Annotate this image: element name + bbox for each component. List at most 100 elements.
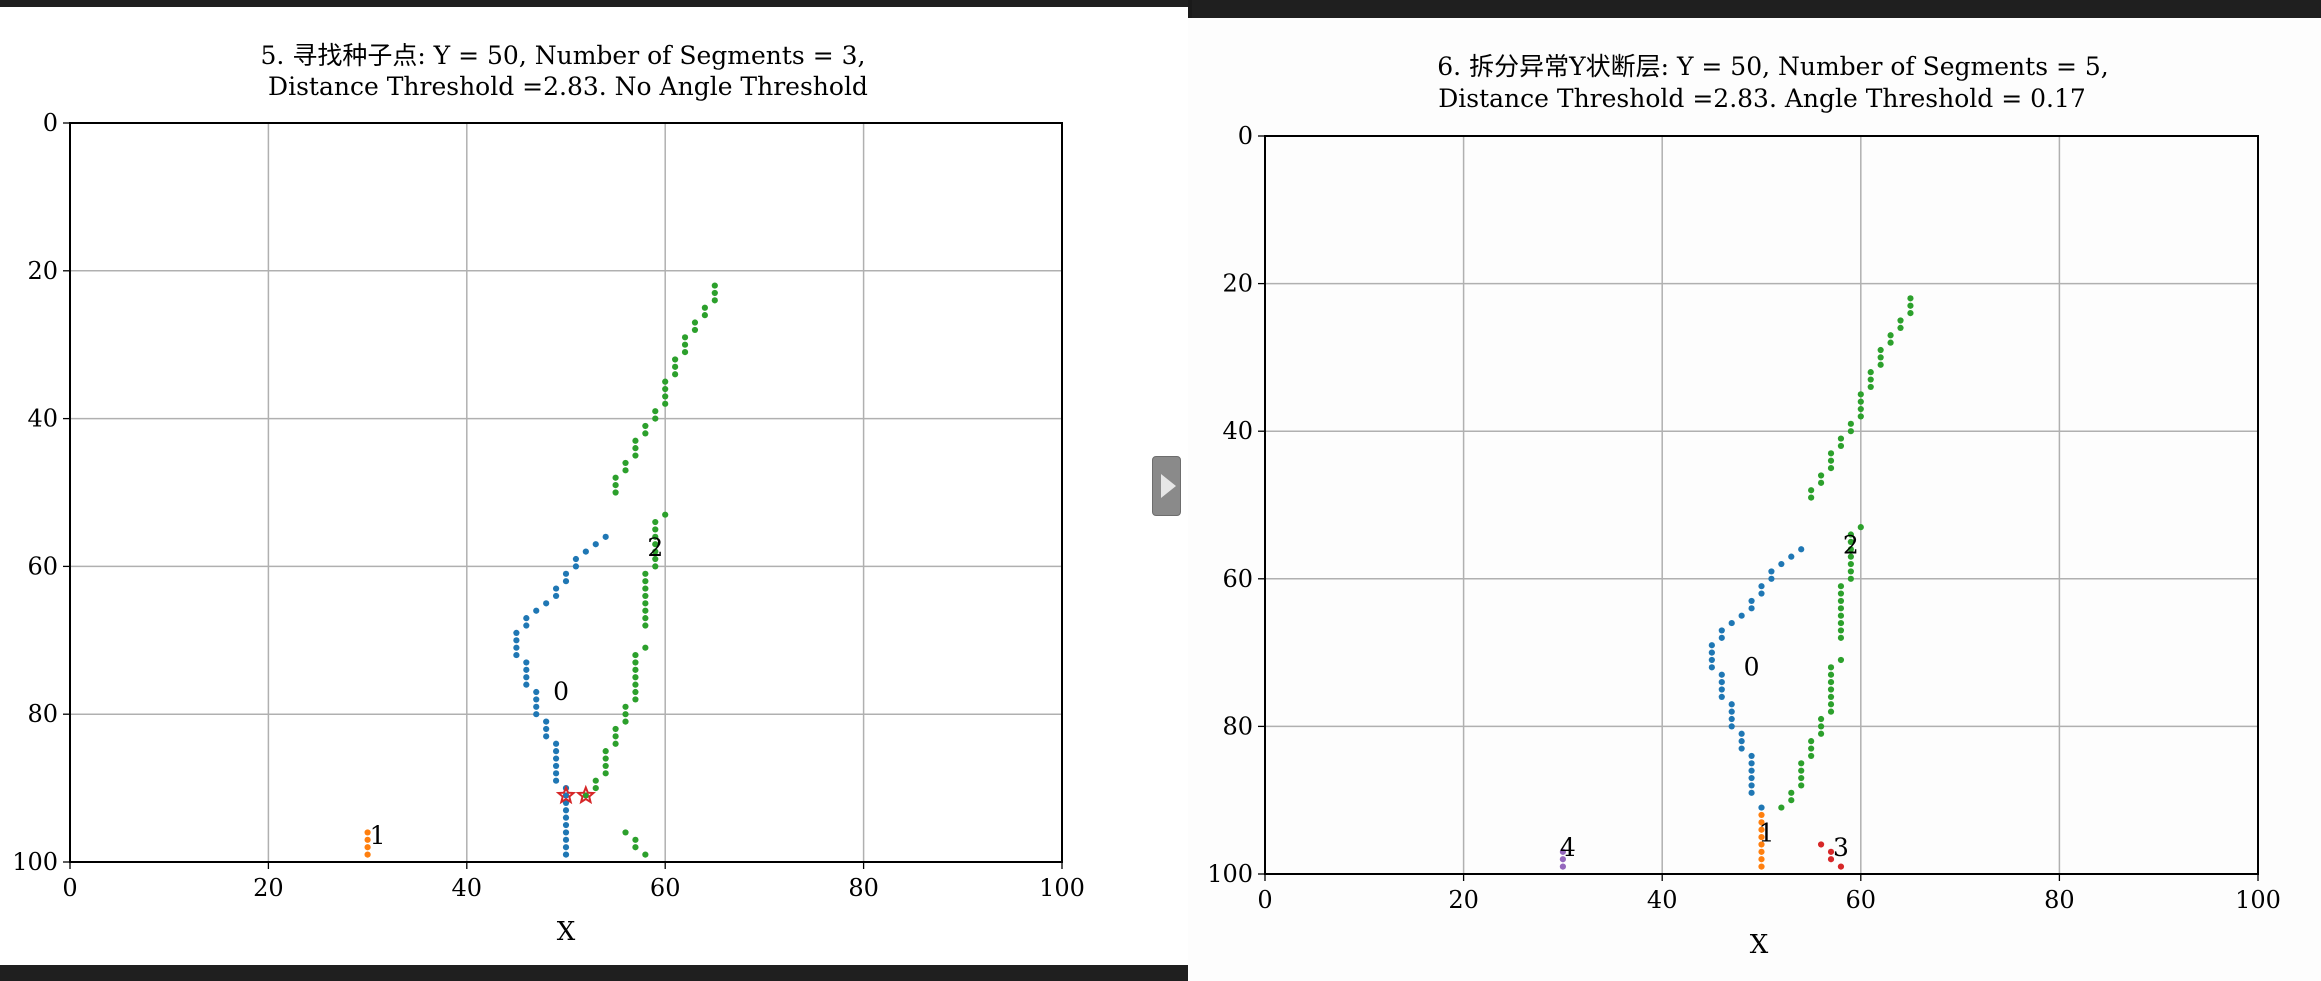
- point-seg2: [642, 607, 649, 614]
- point-seg4: [1559, 856, 1566, 863]
- point-seg0: [592, 541, 599, 548]
- point-seg2: [622, 459, 629, 467]
- point-seg2: [1907, 302, 1914, 309]
- y-tick-label: 20: [1222, 270, 1253, 298]
- point-seg2: [632, 836, 639, 843]
- point-seg2: [642, 851, 649, 858]
- point-seg2: [691, 319, 699, 326]
- point-seg0: [1748, 760, 1755, 767]
- point-seg2: [1827, 701, 1835, 708]
- point-seg2: [612, 482, 619, 489]
- point-seg2: [662, 511, 669, 518]
- x-axis-label: X: [557, 917, 576, 947]
- point-seg0: [562, 836, 570, 843]
- point-seg1: [364, 829, 371, 836]
- point-seg2: [1837, 627, 1845, 634]
- point-seg0: [562, 799, 570, 806]
- point-seg2: [1857, 405, 1864, 413]
- point-seg2: [642, 578, 649, 585]
- chart-title-line2: Distance Threshold =2.83. No Angle Thres…: [268, 72, 868, 101]
- y-tick-label: 80: [1222, 712, 1253, 740]
- point-seg2: [1847, 531, 1854, 538]
- point-seg2: [622, 711, 629, 718]
- point-seg0: [1718, 679, 1725, 686]
- point-seg2: [1798, 774, 1805, 782]
- point-seg2: [592, 785, 599, 792]
- point-seg2: [1817, 730, 1825, 737]
- point-seg2: [1817, 723, 1825, 730]
- point-seg2: [652, 533, 659, 540]
- point-seg0: [1718, 627, 1725, 634]
- point-seg0: [552, 770, 560, 777]
- point-seg2: [652, 408, 659, 415]
- point-seg0: [1748, 782, 1755, 789]
- point-seg2: [1857, 524, 1864, 531]
- point-seg1: [1758, 811, 1765, 819]
- point-seg2: [1808, 745, 1815, 752]
- y-tick-label: 60: [1222, 565, 1253, 593]
- point-seg0: [1748, 767, 1755, 774]
- splitter-handle[interactable]: [1152, 456, 1181, 516]
- point-seg2: [1847, 553, 1854, 560]
- x-tick-label: 60: [650, 874, 681, 902]
- segment-label: 4: [1560, 833, 1576, 862]
- y-tick-label: 100: [1207, 860, 1253, 888]
- point-seg2: [652, 563, 659, 570]
- point-seg2: [1887, 332, 1894, 339]
- point-seg2: [1847, 538, 1854, 546]
- chart-title-line1: 6. 拆分异常Y状断层: Y = 50, Number of Segments …: [1437, 52, 2108, 81]
- point-seg2: [711, 289, 718, 297]
- point-seg0: [562, 792, 570, 799]
- point-seg0: [1708, 649, 1715, 656]
- point-seg0: [513, 637, 520, 644]
- chart-split-y-faults: 6. 拆分异常Y状断层: Y = 50, Number of Segments …: [1207, 52, 2281, 960]
- point-seg0: [533, 703, 540, 710]
- point-seg2: [632, 696, 639, 703]
- point-seg0: [552, 748, 560, 755]
- point-seg1: [1758, 819, 1765, 826]
- point-seg1: [1758, 826, 1765, 833]
- point-seg2: [622, 718, 629, 725]
- point-seg2: [1837, 583, 1845, 590]
- play-arrow-icon: [1161, 474, 1176, 498]
- point-seg2: [1897, 324, 1904, 331]
- point-seg0: [513, 651, 520, 659]
- data-points: 0 1 2 3 4: [1559, 295, 1914, 870]
- point-seg2: [1867, 383, 1874, 391]
- point-seg2: [1827, 664, 1835, 671]
- point-seg2: [652, 541, 659, 548]
- point-seg0: [1728, 619, 1735, 627]
- point-seg0: [1748, 789, 1755, 796]
- point-seg0: [1718, 686, 1725, 693]
- point-seg1: [364, 844, 371, 851]
- point-seg0: [1728, 723, 1735, 730]
- point-seg0: [1758, 590, 1765, 597]
- point-seg2: [1827, 708, 1835, 715]
- point-seg2: [1857, 398, 1864, 405]
- point-seg2: [642, 615, 649, 622]
- point-seg0: [1738, 612, 1745, 619]
- point-seg0: [1748, 752, 1755, 760]
- point-seg3: [1827, 856, 1835, 863]
- point-seg2: [632, 666, 639, 673]
- point-seg2: [1837, 605, 1845, 612]
- point-seg2: [612, 725, 619, 733]
- point-seg2: [642, 600, 649, 607]
- point-seg2: [632, 681, 639, 688]
- point-seg2: [652, 548, 659, 555]
- segment-label: 2: [647, 533, 663, 562]
- segment-label: 0: [553, 677, 569, 706]
- x-tick-label: 20: [1448, 886, 1479, 914]
- point-seg2: [662, 400, 669, 407]
- point-seg0: [1768, 575, 1775, 582]
- x-tick-label: 60: [1846, 886, 1877, 914]
- point-seg0: [1708, 664, 1715, 671]
- point-seg2: [1907, 295, 1914, 302]
- y-tick-label: 20: [27, 257, 58, 285]
- point-seg2: [1867, 376, 1874, 383]
- point-seg0: [543, 725, 550, 733]
- point-seg0: [533, 607, 540, 614]
- point-seg0: [523, 622, 530, 629]
